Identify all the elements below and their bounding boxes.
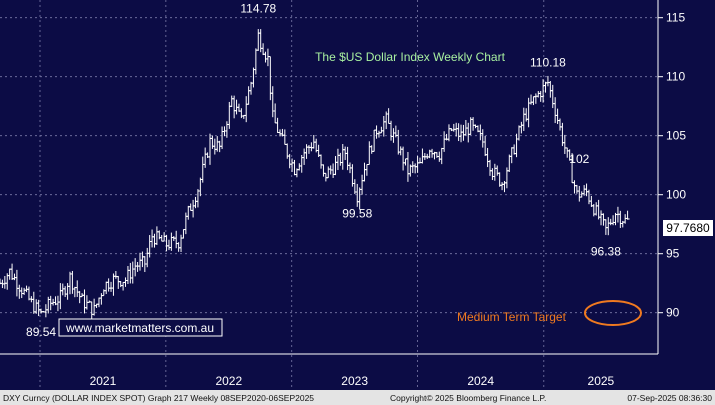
y-tick-label: 100 <box>666 188 686 202</box>
target-marker: Medium Term Target <box>457 300 642 326</box>
x-tick-label: 2025 <box>588 374 615 388</box>
y-tick-label: 95 <box>666 247 680 261</box>
target-label: Medium Term Target <box>457 310 567 324</box>
value-annotation: 89.54 <box>26 325 56 339</box>
annotations: 114.78 99.58 110.18 102 96.38 89.54 <box>26 1 621 339</box>
y-axis: 90 95 100 105 110 115 <box>657 0 686 354</box>
watermark-text: www.marketmatters.com.au <box>65 321 214 335</box>
y-tick-label: 110 <box>666 70 685 84</box>
value-annotation: 110.18 <box>530 56 566 70</box>
footer-source: DXY Curncy (DOLLAR INDEX SPOT) Graph 217… <box>3 393 314 403</box>
last-value-tag: 97.7680 <box>663 220 713 236</box>
x-tick-label: 2022 <box>215 374 242 388</box>
target-ellipse <box>584 300 642 326</box>
x-axis: 2021 2022 2023 2024 2025 <box>0 353 658 388</box>
last-value-text: 97.7680 <box>666 221 710 235</box>
y-tick-label: 115 <box>666 11 685 25</box>
chart-title: The $US Dollar Index Weekly Chart <box>315 50 506 64</box>
ohlc-bar <box>625 210 630 220</box>
footer-copyright: Copyright© 2025 Bloomberg Finance L.P. <box>390 393 546 403</box>
x-tick-label: 2024 <box>467 374 494 388</box>
footer-timestamp: 07-Sep-2025 08:36:30 <box>627 393 712 403</box>
value-annotation: 96.38 <box>591 244 621 258</box>
gridlines <box>0 0 658 390</box>
watermark-box: www.marketmatters.com.au <box>58 318 223 337</box>
value-annotation: 114.78 <box>240 1 276 15</box>
y-tick-label: 105 <box>666 129 686 143</box>
footer-bar: DXY Curncy (DOLLAR INDEX SPOT) Graph 217… <box>0 390 715 405</box>
price-bars <box>0 29 630 319</box>
x-tick-label: 2023 <box>341 374 368 388</box>
value-annotation: 102 <box>569 152 589 166</box>
y-tick-label: 90 <box>666 306 680 320</box>
x-tick-label: 2021 <box>90 374 117 388</box>
value-annotation: 99.58 <box>342 207 372 221</box>
